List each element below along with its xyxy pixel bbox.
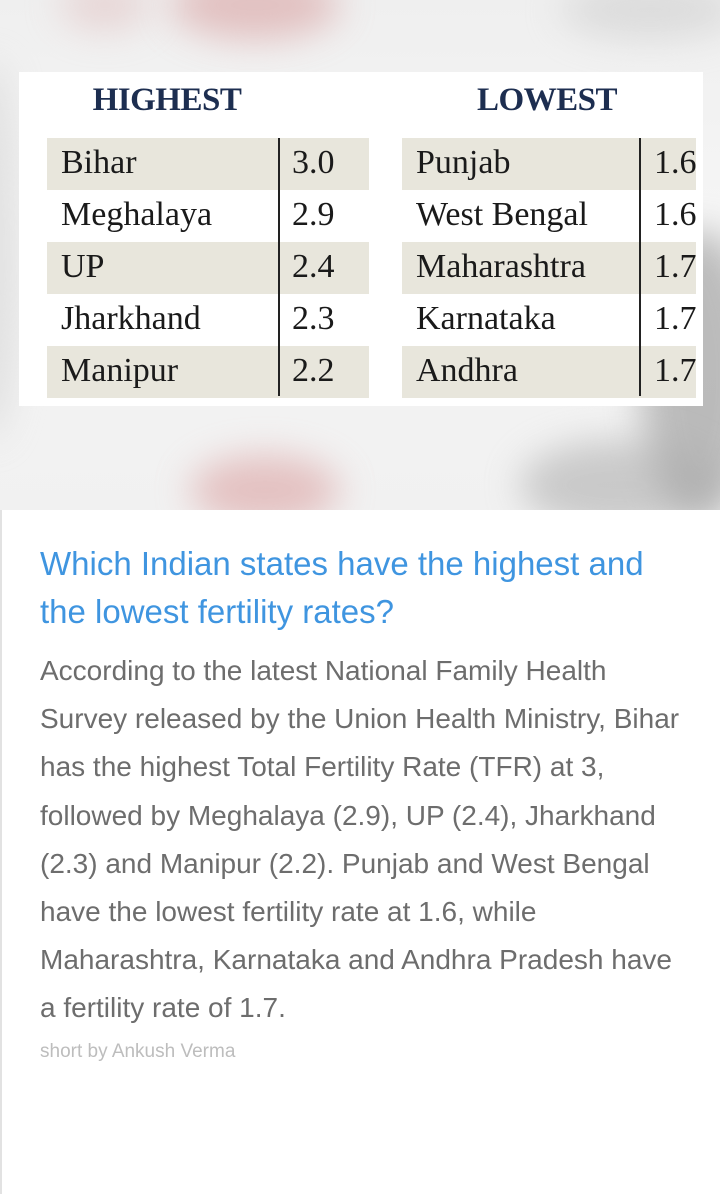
fertility-value: 1.6 xyxy=(654,144,697,181)
left-edge-divider xyxy=(0,0,2,1194)
table-row: Manipur 2.2 xyxy=(47,346,369,398)
fertility-value: 1.7 xyxy=(654,248,697,285)
state-name: Karnataka xyxy=(416,300,556,337)
fertility-value: 2.9 xyxy=(292,196,335,233)
fertility-value: 2.3 xyxy=(292,300,335,337)
table-row: Bihar 3.0 xyxy=(47,138,369,190)
background-blur xyxy=(190,455,340,510)
state-name: Maharashtra xyxy=(416,248,586,285)
fertility-value: 1.6 xyxy=(654,196,697,233)
table-row: Meghalaya 2.9 xyxy=(47,190,369,242)
table-row: Jharkhand 2.3 xyxy=(47,294,369,346)
article-image[interactable]: HIGHEST Bihar 3.0 Meghalaya 2.9 UP 2.4 J… xyxy=(0,0,720,510)
table-row: West Bengal 1.6 xyxy=(402,190,697,242)
column-divider xyxy=(639,138,641,396)
table-row: Andhra 1.7 xyxy=(402,346,697,398)
background-blur xyxy=(0,60,20,440)
table-row: Punjab 1.6 xyxy=(402,138,697,190)
highest-rows: Bihar 3.0 Meghalaya 2.9 UP 2.4 Jharkhand… xyxy=(47,138,369,398)
state-name: West Bengal xyxy=(416,196,588,233)
column-divider xyxy=(278,138,280,396)
table-row: UP 2.4 xyxy=(47,242,369,294)
lowest-heading: LOWEST xyxy=(476,82,618,118)
state-name: Jharkhand xyxy=(61,300,201,337)
article-byline: short by Ankush Verma xyxy=(40,1041,236,1062)
background-blur xyxy=(560,0,720,40)
state-name: Meghalaya xyxy=(61,196,213,233)
background-blur xyxy=(60,0,150,30)
fertility-value: 2.2 xyxy=(292,352,335,389)
fertility-value: 2.4 xyxy=(292,248,335,285)
article-body: According to the latest National Family … xyxy=(40,655,680,1024)
table-row: Maharashtra 1.7 xyxy=(402,242,697,294)
highest-heading: HIGHEST xyxy=(92,82,242,118)
fertility-value: 3.0 xyxy=(292,144,335,181)
state-name: Bihar xyxy=(61,144,137,181)
state-name: UP xyxy=(61,248,105,285)
article-headline[interactable]: Which Indian states have the highest and… xyxy=(40,545,644,630)
background-blur xyxy=(170,0,340,40)
table-row: Karnataka 1.7 xyxy=(402,294,697,346)
background-blur xyxy=(520,440,720,510)
lowest-rows: Punjab 1.6 West Bengal 1.6 Maharashtra 1… xyxy=(402,138,697,398)
fertility-value: 1.7 xyxy=(654,300,697,337)
state-name: Manipur xyxy=(61,352,179,389)
state-name: Punjab xyxy=(416,144,511,181)
state-name: Andhra xyxy=(416,352,518,389)
fertility-value: 1.7 xyxy=(654,352,697,389)
fertility-rate-card: HIGHEST Bihar 3.0 Meghalaya 2.9 UP 2.4 J… xyxy=(19,72,703,406)
